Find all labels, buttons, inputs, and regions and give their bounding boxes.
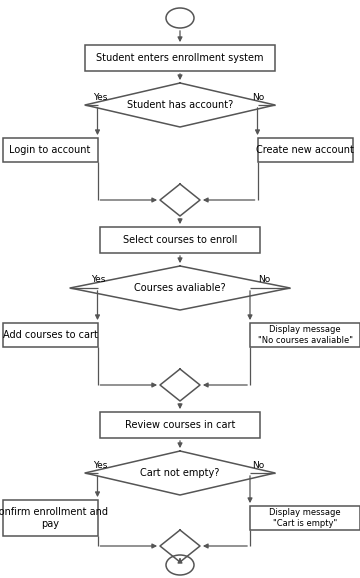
Text: Display message
"No courses avaliable": Display message "No courses avaliable" <box>257 325 352 344</box>
Polygon shape <box>85 83 275 127</box>
FancyBboxPatch shape <box>250 506 360 530</box>
Text: Yes: Yes <box>91 276 105 284</box>
Ellipse shape <box>166 8 194 28</box>
Text: Student enters enrollment system: Student enters enrollment system <box>96 53 264 63</box>
FancyBboxPatch shape <box>257 138 352 162</box>
FancyBboxPatch shape <box>250 323 360 347</box>
Text: No: No <box>252 92 264 102</box>
Polygon shape <box>70 266 290 310</box>
Ellipse shape <box>166 555 194 575</box>
Text: Yes: Yes <box>93 92 107 102</box>
Text: No: No <box>252 461 264 469</box>
Text: No: No <box>258 276 270 284</box>
FancyBboxPatch shape <box>85 45 275 71</box>
Text: Yes: Yes <box>93 461 107 469</box>
Text: Login to account: Login to account <box>9 145 91 155</box>
Text: Add courses to cart: Add courses to cart <box>3 330 98 340</box>
Polygon shape <box>160 184 200 216</box>
Text: Student has account?: Student has account? <box>127 100 233 110</box>
Polygon shape <box>85 451 275 495</box>
Text: Confirm enrollment and
pay: Confirm enrollment and pay <box>0 507 108 529</box>
FancyBboxPatch shape <box>100 412 260 438</box>
FancyBboxPatch shape <box>3 323 98 347</box>
Text: Courses avaliable?: Courses avaliable? <box>134 283 226 293</box>
Text: Display message
"Cart is empty": Display message "Cart is empty" <box>269 508 341 528</box>
FancyBboxPatch shape <box>100 227 260 253</box>
Polygon shape <box>160 530 200 562</box>
Polygon shape <box>160 369 200 401</box>
FancyBboxPatch shape <box>3 500 98 536</box>
Text: Cart not empty?: Cart not empty? <box>140 468 220 478</box>
FancyBboxPatch shape <box>3 138 98 162</box>
Text: Create new account: Create new account <box>256 145 354 155</box>
Text: Review courses in cart: Review courses in cart <box>125 420 235 430</box>
Text: Select courses to enroll: Select courses to enroll <box>123 235 237 245</box>
